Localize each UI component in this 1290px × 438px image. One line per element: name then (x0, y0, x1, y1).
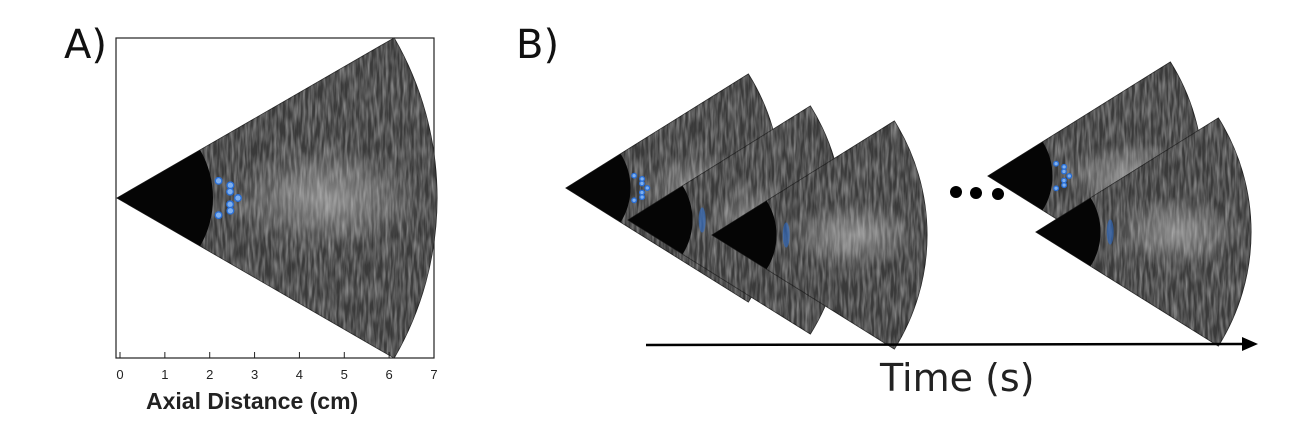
contour-point (226, 200, 234, 209)
contour-blob (1106, 219, 1114, 245)
contour-point (639, 194, 646, 201)
contour-point (234, 194, 242, 202)
contour-point (226, 206, 235, 215)
x-tick-label: 6 (385, 367, 393, 382)
x-tick-label: 2 (206, 367, 214, 382)
x-tick-label: 7 (430, 367, 438, 382)
contour-point (1061, 182, 1068, 189)
panel-a-sector (116, 37, 438, 359)
contour-point (1066, 173, 1073, 179)
panel-b-frame-sequence (565, 61, 1252, 350)
ellipsis-dots (950, 186, 1004, 200)
contour-blob (782, 222, 790, 248)
contour-point (638, 180, 645, 187)
contour-point (214, 176, 223, 185)
contour-point (631, 172, 638, 179)
contour-point (214, 211, 223, 220)
time-axis-label: Time (s) (880, 356, 1035, 400)
contour-point (631, 197, 638, 204)
contour-point (1060, 177, 1067, 184)
contour-point (1060, 168, 1067, 175)
x-tick-label: 3 (250, 367, 259, 382)
contour-blob (698, 207, 706, 233)
contour-point (1053, 160, 1060, 167)
x-tick-label: 4 (295, 367, 304, 382)
contour-point (638, 189, 645, 196)
time-arrow (645, 337, 1258, 351)
panel-a-x-ticks (119, 352, 435, 358)
contour-point (1061, 163, 1068, 170)
contour-point (639, 175, 646, 182)
panel-label-a: A) (64, 22, 107, 68)
panel-label-b: B) (516, 22, 560, 68)
contour-point (226, 187, 234, 196)
x-axis-title: Axial Distance (cm) (146, 388, 359, 414)
frame-3 (711, 120, 928, 350)
panel-a-ultrasound-sector (116, 37, 438, 359)
x-tick-label: 5 (340, 367, 348, 382)
contour-point (226, 181, 235, 190)
x-tick-label: 1 (161, 367, 169, 382)
contour-point (644, 185, 651, 191)
frame-5 (1035, 117, 1252, 347)
contour-point (1053, 185, 1060, 192)
x-tick-label: 0 (116, 367, 124, 382)
